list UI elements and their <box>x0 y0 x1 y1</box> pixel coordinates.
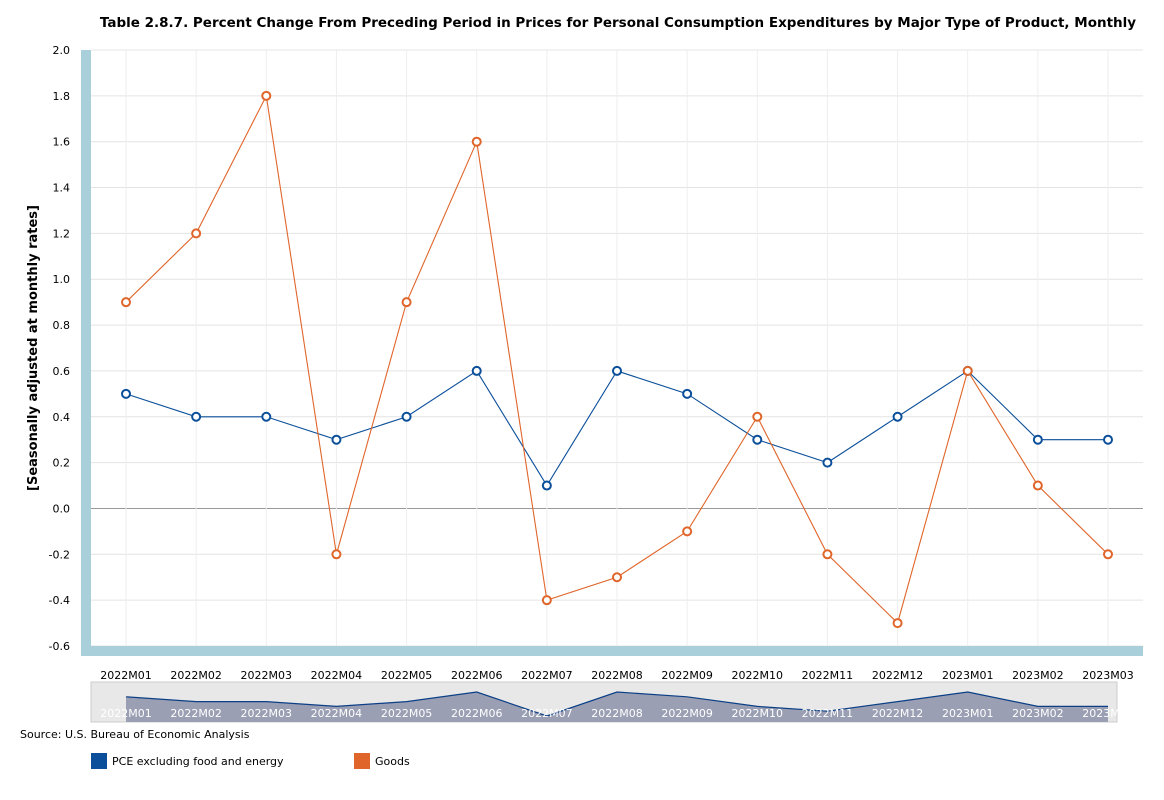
data-point-goods[interactable] <box>822 549 833 560</box>
x-tick-label: 2023M03 <box>1082 669 1133 682</box>
x-tick-label: 2023M02 <box>1012 669 1063 682</box>
navigator-label: 2022M06 <box>451 707 502 720</box>
data-point-goods[interactable] <box>261 90 272 101</box>
x-tick-label: 2022M08 <box>591 669 642 682</box>
data-point-goods[interactable] <box>1032 480 1043 491</box>
x-tick-label: 2022M06 <box>451 669 502 682</box>
y-tick-label: 2.0 <box>53 44 71 57</box>
navigator-label: 2022M10 <box>732 707 783 720</box>
y-axis-label: [Seasonally adjusted at monthly rates] <box>26 205 41 491</box>
x-tick-label: 2023M01 <box>942 669 993 682</box>
navigator-label: 2022M05 <box>381 707 432 720</box>
y-tick-label: -0.2 <box>49 548 70 561</box>
x-tick-label: 2022M04 <box>311 669 362 682</box>
y-tick-label: 0.6 <box>53 365 71 378</box>
chart-title: Table 2.8.7. Percent Change From Precedi… <box>100 15 1136 31</box>
data-point-pce[interactable] <box>121 388 131 399</box>
navigator-line <box>125 691 1108 717</box>
data-point-pce[interactable] <box>261 411 272 422</box>
data-point-goods[interactable] <box>331 549 342 560</box>
data-point-goods[interactable] <box>401 297 412 308</box>
navigator-label: 2022M03 <box>241 707 292 720</box>
data-point-goods[interactable] <box>962 365 973 376</box>
data-point-pce[interactable] <box>1032 434 1043 445</box>
source-note: Source: U.S. Bureau of Economic Analysis <box>20 728 250 741</box>
navigator-label: 2023M01 <box>942 707 993 720</box>
x-tick-label: 2022M03 <box>241 669 292 682</box>
y-tick-label: -0.4 <box>49 594 70 607</box>
navigator-label: 2022M11 <box>802 707 853 720</box>
data-point-pce[interactable] <box>541 480 552 491</box>
y-tick-label: 0.0 <box>53 502 71 515</box>
data-point-pce[interactable] <box>752 434 763 445</box>
x-tick-label: 2022M07 <box>521 669 572 682</box>
x-tick-label: 2022M12 <box>872 669 923 682</box>
y-tick-label: 0.8 <box>53 319 71 332</box>
y-tick-label: 1.6 <box>53 136 71 149</box>
legend-label: PCE excluding food and energy <box>112 754 284 768</box>
data-point-goods[interactable] <box>541 595 552 606</box>
data-point-goods[interactable] <box>892 618 903 629</box>
data-point-pce[interactable] <box>471 365 482 376</box>
data-point-pce[interactable] <box>682 388 693 399</box>
y-tick-label: 1.2 <box>53 227 71 240</box>
legend-item-goods[interactable]: Goods <box>354 753 410 769</box>
y-axis-bar <box>81 50 91 656</box>
x-tick-label: 2022M09 <box>661 669 712 682</box>
data-point-pce[interactable] <box>401 411 412 422</box>
data-point-goods[interactable] <box>471 136 482 147</box>
legend-label: Goods <box>375 754 410 768</box>
navigator-label: 2022M02 <box>170 707 221 720</box>
data-point-goods[interactable] <box>612 572 622 583</box>
x-tick-label: 2022M10 <box>732 669 783 682</box>
x-tick-label: 2022M01 <box>100 669 151 682</box>
data-point-goods[interactable] <box>1103 549 1113 560</box>
navigator-label: 2022M01 <box>100 707 151 720</box>
y-tick-label: 0.4 <box>53 411 71 424</box>
data-point-pce[interactable] <box>612 365 622 376</box>
data-point-pce[interactable] <box>822 457 833 468</box>
x-tick-label: 2022M11 <box>802 669 853 682</box>
data-point-pce[interactable] <box>191 411 202 422</box>
navigator-label: 2022M08 <box>591 707 642 720</box>
navigator-area <box>126 692 1108 722</box>
legend-swatch <box>354 753 370 769</box>
navigator-label: 2023M03 <box>1082 707 1133 720</box>
y-tick-label: 0.2 <box>53 457 71 470</box>
y-tick-label: 1.0 <box>53 273 71 286</box>
navigator-label: 2022M12 <box>872 707 923 720</box>
x-tick-label: 2022M05 <box>381 669 432 682</box>
legend-item-pce[interactable]: PCE excluding food and energy <box>91 753 284 769</box>
data-point-pce[interactable] <box>1103 434 1113 445</box>
data-point-pce[interactable] <box>892 411 903 422</box>
x-tick-label: 2022M02 <box>170 669 221 682</box>
legend-swatch <box>91 753 107 769</box>
data-point-goods[interactable] <box>191 228 202 239</box>
navigator-label: 2023M02 <box>1012 707 1063 720</box>
y-tick-label: 1.8 <box>53 90 71 103</box>
navigator-label: 2022M09 <box>661 707 712 720</box>
x-axis-bar <box>91 646 1143 656</box>
y-tick-label: 1.4 <box>53 182 71 195</box>
data-point-goods[interactable] <box>682 526 693 537</box>
data-point-goods[interactable] <box>121 297 131 308</box>
navigator-label: 2022M07 <box>521 707 572 720</box>
data-point-pce[interactable] <box>331 434 342 445</box>
y-tick-label: -0.6 <box>49 640 70 653</box>
data-point-goods[interactable] <box>752 411 763 422</box>
navigator-label: 2022M04 <box>311 707 362 720</box>
